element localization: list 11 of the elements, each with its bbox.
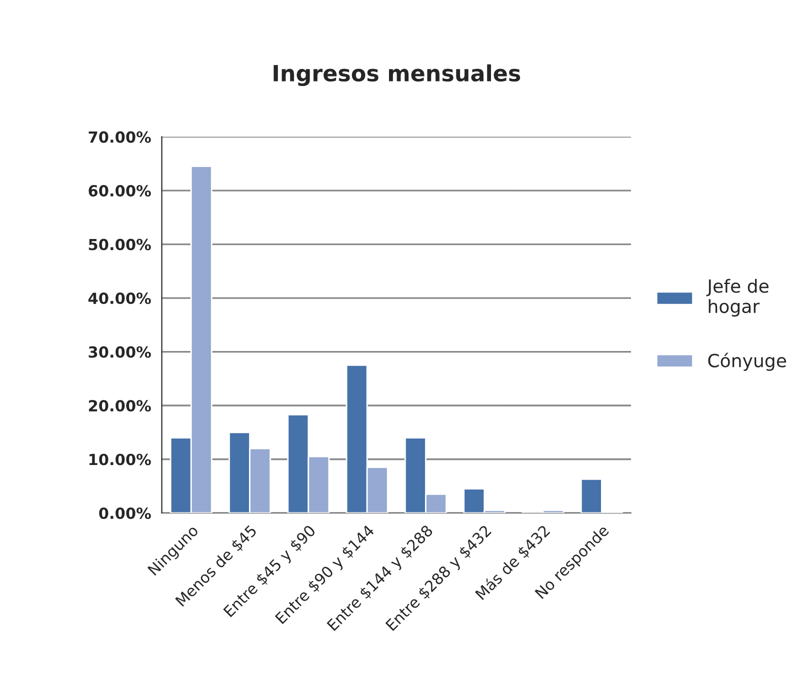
y-tick-label: 20.00% — [88, 400, 151, 412]
y-tick-label: 30.00% — [88, 346, 151, 358]
y-tick-label: 50.00% — [88, 238, 151, 250]
y-tick-label: 10.00% — [89, 454, 151, 466]
y-tick-label: 0.00% — [99, 507, 151, 520]
y-tick-label: 40.00% — [88, 292, 151, 304]
legend-label: Jefe de hogar — [706, 278, 768, 317]
chart-title: Ingresos mensuales — [274, 64, 520, 86]
y-tick-label: 60.00% — [88, 185, 151, 197]
legend-label: Cónyuge — [708, 352, 786, 371]
y-tick-label: 70.00% — [88, 131, 151, 143]
